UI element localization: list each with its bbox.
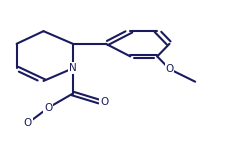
Text: N: N — [69, 63, 77, 73]
Text: O: O — [100, 97, 108, 107]
Text: O: O — [44, 103, 52, 113]
Text: O: O — [165, 64, 174, 74]
Text: O: O — [23, 118, 32, 128]
